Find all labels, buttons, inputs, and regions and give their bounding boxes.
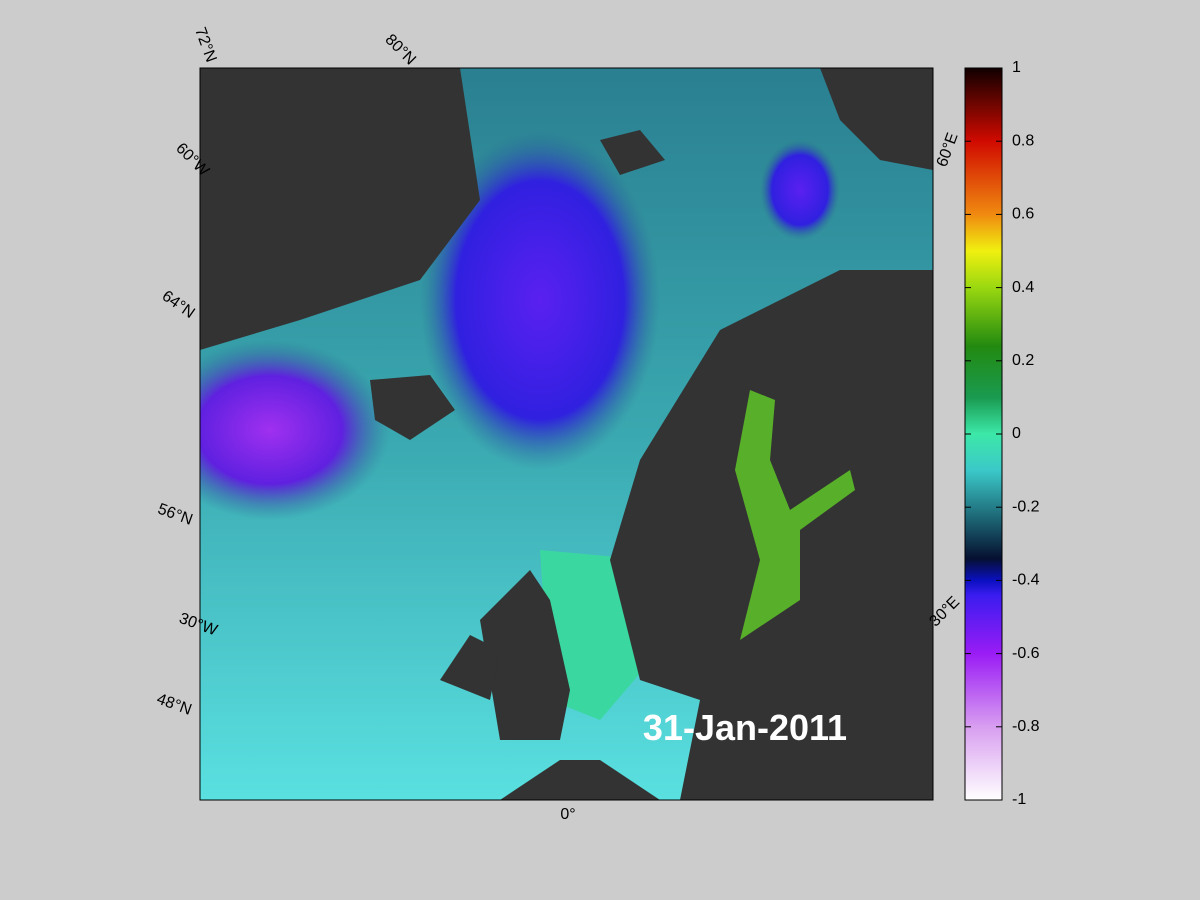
tick-label: 1 <box>1012 59 1021 76</box>
tick-label: 0.8 <box>1012 132 1034 149</box>
graticule-label: 72°N <box>191 25 219 64</box>
tick-label: -0.8 <box>1012 718 1040 735</box>
tick-label: -0.6 <box>1012 645 1040 662</box>
date-label: 31-Jan-2011 <box>643 707 847 748</box>
colorbar-ticks: -1 -0.8 -0.6 -0.4 -0.2 0 0.2 0.4 0.6 0.8 1 <box>965 59 1040 808</box>
tick-label: 0.2 <box>1012 352 1034 369</box>
tick-label: -0.2 <box>1012 498 1040 515</box>
graticule-label: 48°N <box>154 691 193 719</box>
map-frame <box>199 67 934 801</box>
tick-label: 0.6 <box>1012 206 1034 223</box>
tick-label: 0.4 <box>1012 279 1034 296</box>
graticule-label: 64°N <box>159 288 198 322</box>
graticule-label: 0° <box>560 806 575 823</box>
tick-label: -0.4 <box>1012 572 1040 589</box>
tick-label: 0 <box>1012 425 1021 442</box>
graticule-label: 60°E <box>934 131 962 170</box>
map <box>200 68 933 800</box>
tick-label: -1 <box>1012 791 1026 808</box>
graticule-label: 56°N <box>155 501 194 529</box>
graticule-label: 80°N <box>382 31 419 68</box>
